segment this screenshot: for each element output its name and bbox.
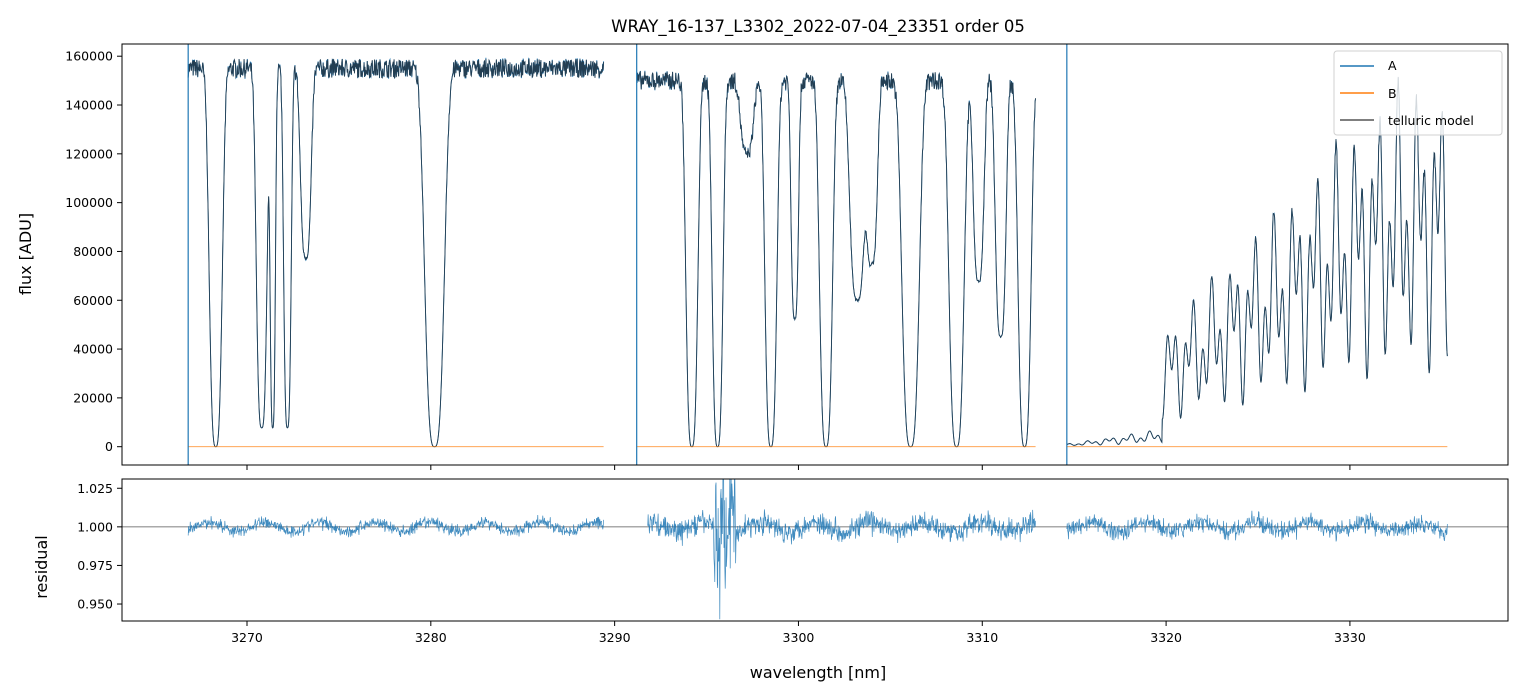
bottom-x-tick-label: 3320 <box>1150 630 1182 645</box>
bottom-x-axis-label: wavelength [nm] <box>750 663 887 682</box>
telluric-model-line <box>636 70 1037 448</box>
residual-line <box>1066 510 1448 542</box>
residual-line <box>647 479 1036 620</box>
bottom-y-tick-label: 0.975 <box>77 558 113 573</box>
bottom-y-axis: 0.950 0.975 1.000 1.025 <box>77 481 122 612</box>
top-y-tick-label: 40000 <box>73 342 113 357</box>
top-x-axis <box>246 465 1351 470</box>
chart-title: WRAY_16-137_L3302_2022-07-04_23351 order… <box>611 17 1025 37</box>
telluric-model-line <box>187 58 605 448</box>
bottom-y-tick-label: 0.950 <box>77 597 113 612</box>
bottom-x-tick-label: 3310 <box>966 630 998 645</box>
bottom-plot-area <box>122 479 1508 620</box>
top-y-tick-label: 60000 <box>73 293 113 308</box>
top-y-tick-label: 0 <box>105 439 113 454</box>
top-y-tick-label: 120000 <box>65 146 113 161</box>
bottom-panel: 0.950 0.975 1.000 1.025 3270 3280 3290 3300 331… <box>32 478 1509 682</box>
residual-line <box>187 514 604 538</box>
bottom-x-tick-label: 3280 <box>415 630 447 645</box>
top-y-axis-label: flux [ADU] <box>16 213 35 295</box>
top-panel: 0 20000 40000 60000 80000 100000 120000 140000 1… <box>16 43 1509 470</box>
bottom-x-tick-label: 3330 <box>1334 630 1366 645</box>
legend: A B telluric model <box>1333 50 1503 136</box>
bottom-y-tick-label: 1.025 <box>77 481 113 496</box>
legend-label-b: B <box>1388 86 1397 101</box>
top-plot-area <box>187 44 1448 465</box>
telluric-model-line <box>1066 76 1448 446</box>
top-y-tick-label: 80000 <box>73 244 113 259</box>
top-y-tick-label: 100000 <box>65 195 113 210</box>
bottom-y-tick-label: 1.000 <box>77 519 113 534</box>
bottom-x-tick-label: 3300 <box>783 630 815 645</box>
bottom-y-axis-label: residual <box>32 535 51 598</box>
top-y-tick-label: 160000 <box>65 49 113 64</box>
top-axes-frame <box>121 43 1509 466</box>
bottom-axes-frame <box>121 478 1509 622</box>
top-y-axis: 0 20000 40000 60000 80000 100000 120000 140000 1… <box>65 49 122 454</box>
legend-label-a: A <box>1388 58 1397 73</box>
top-y-tick-label: 20000 <box>73 390 113 405</box>
bottom-x-axis: 3270 3280 3290 3300 3310 3320 3330 <box>231 621 1366 645</box>
bottom-x-tick-label: 3270 <box>231 630 263 645</box>
legend-label-telluric: telluric model <box>1388 113 1474 128</box>
legend-frame <box>1333 50 1503 136</box>
bottom-x-tick-label: 3290 <box>599 630 631 645</box>
top-y-tick-label: 140000 <box>65 98 113 113</box>
